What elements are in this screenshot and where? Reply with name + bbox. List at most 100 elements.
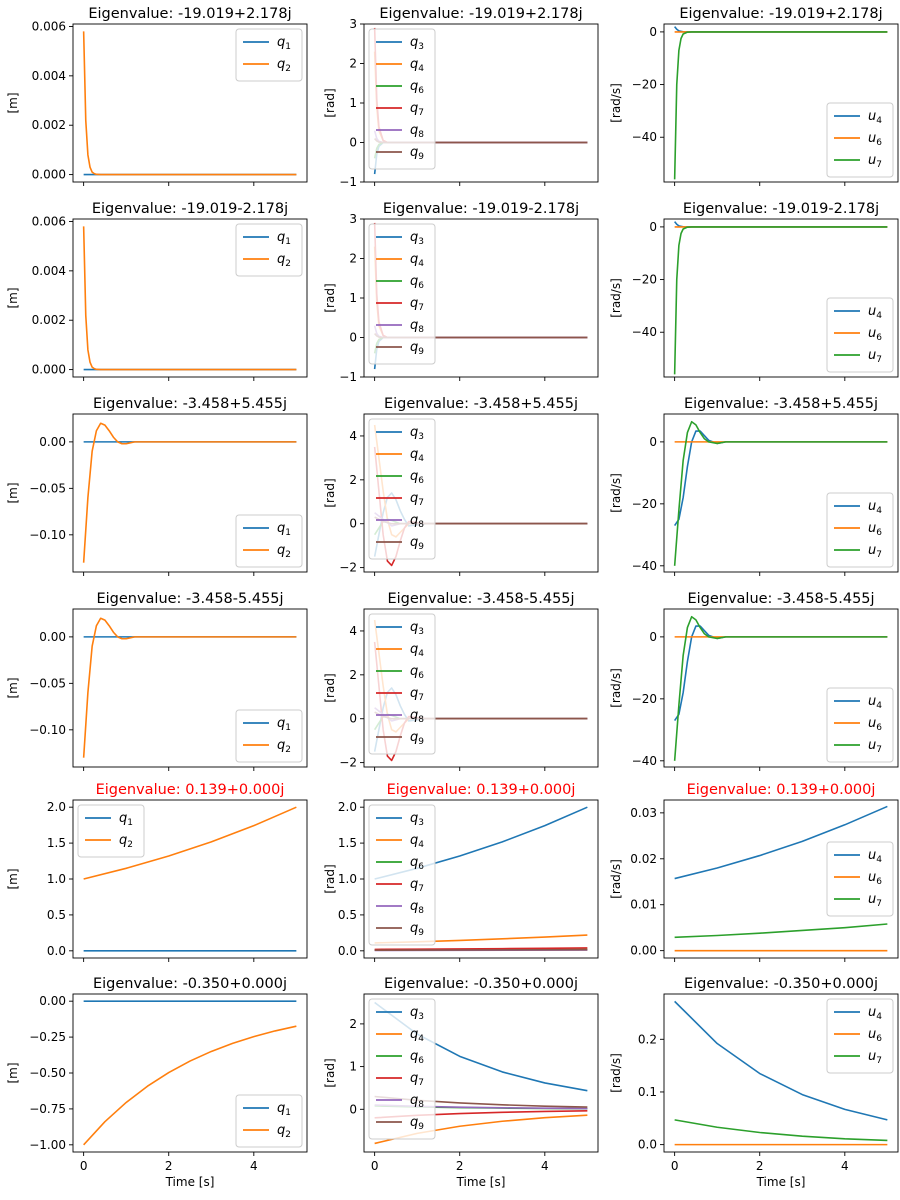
subplot-r4-c2: Eigenvalue: -3.458-5.455j−2024[rad]q3q4q… [323,591,599,771]
legend-symbol: q [410,447,418,462]
legend-label: q1 [277,716,291,733]
legend-symbol: q [410,1049,418,1064]
legend-symbol: q [410,1005,418,1020]
legend-symbol: q [410,686,418,701]
legend-symbol: q [410,274,418,289]
legend-subscript: 7 [418,1078,424,1088]
legend-subscript: 8 [418,130,424,140]
legend-box [826,492,894,568]
y-tick-label: 0.002 [32,118,66,132]
subplot-title: Eigenvalue: -3.458+5.455j [684,396,878,412]
legend-subscript: 8 [418,1100,424,1110]
legend-subscript: 7 [876,160,882,170]
legend-box [826,998,894,1074]
y-axis-label: [rad/s] [609,1053,623,1093]
subplot-r6-c2: Eigenvalue: -0.350+0.000j 0 1 2 0 2 4 Time [s] [… [323,976,599,1189]
legend-subscript: 6 [418,281,424,291]
y-tick-label: −20 [632,78,657,92]
y-tick-label: 0.2 [638,1032,657,1046]
legend-symbol: u [868,543,876,558]
subplot-r5-c3: Eigenvalue: 0.139+0.000j 0.00 0.01 0.02 0.03… [609,782,899,962]
y-tick-label: 0.000 [32,363,66,377]
legend-subscript: 1 [285,528,291,538]
legend-label: u7 [868,892,882,909]
series-group [82,617,297,758]
legend-subscript: 3 [418,432,424,442]
subplot-title: Eigenvalue: -3.458-5.455j [96,591,283,607]
y-tick-label: 2 [349,252,357,266]
legend-subscript: 2 [285,1130,291,1140]
legend-symbol: q [277,57,285,72]
legend-symbol: u [868,892,876,907]
legend-label: q4 [410,252,424,269]
subplot-r5-c1: Eigenvalue: 0.139+0.000j 0.0 0.5 1.0 1.5 2.0 [… [6,782,308,962]
subplot-r6-c3: Eigenvalue: -0.350+0.000j 0.0 0.1 0.2 0 2 4 Tim… [609,976,899,1189]
legend-subscript: 2 [285,259,291,269]
series-line-q9 [374,948,588,952]
legend-symbol: q [277,543,285,558]
legend-symbol: u [868,499,876,514]
legend-symbol: q [410,1027,418,1042]
legend-label: q3 [410,425,424,442]
y-tick-label: 0 [349,712,357,726]
y-axis-label: [rad/s] [609,859,623,899]
y-axis-label: [rad] [323,1058,337,1087]
subplot-title: Eigenvalue: -0.350+0.000j [93,976,287,992]
legend-box [235,28,303,82]
legend-box [826,687,894,763]
legend-symbol: q [410,318,418,333]
legend-subscript: 7 [876,1056,882,1066]
legend-label: u6 [868,1027,882,1044]
y-tick-label: −0.10 [29,723,66,737]
subplot-r3-c2: Eigenvalue: -3.458+5.455j−2024[rad]q3q4q… [323,396,599,576]
x-axis-label: Time [s] [165,1175,215,1189]
y-tick-label: −20 [632,273,657,287]
legend-label: u7 [868,348,882,365]
subplot-r1-c3: Eigenvalue: -19.019+2.178j −40 −20 0 [rad/s]… [609,6,899,186]
legend-subscript: 1 [285,42,291,52]
legend-label: q9 [410,1115,424,1132]
legend-label: q6 [410,469,424,486]
legend-subscript: 7 [418,108,424,118]
legend-subscript: 4 [418,259,424,269]
legend-label: u6 [868,870,882,887]
y-tick-label: 2.0 [47,800,66,814]
subplot-r6-c1: Eigenvalue: -0.350+0.000j −1.00 −0.75 −0.50… [6,976,308,1189]
legend-label: q4 [410,833,424,850]
legend-label: u7 [868,543,882,560]
y-tick-label: 0.00 [39,994,66,1008]
series-line-u7 [674,1119,888,1142]
series-group [674,1000,888,1146]
legend-subscript: 1 [285,1108,291,1118]
legend-label: u4 [868,109,882,126]
legend-symbol: q [277,738,285,753]
y-tick-label: 0.01 [630,898,657,912]
axes-frame [72,608,308,768]
subplot-title: Eigenvalue: -19.019+2.178j [88,6,291,22]
legend-label: q1 [277,1101,291,1118]
legend-label: q2 [277,543,291,560]
legend-label: u4 [868,499,882,516]
y-tick-label: 0.006 [32,214,66,228]
series-line-u7 [673,31,888,180]
legend-symbol: u [868,1005,876,1020]
series-group [83,1000,297,1146]
x-tick-label: 4 [250,1159,258,1173]
legend-symbol: q [277,1101,285,1116]
legend-symbol: q [410,101,418,116]
legend-symbol: q [277,35,285,50]
legend-symbol: q [410,340,418,355]
y-axis-label: [m] [6,287,20,308]
legend-subscript: 6 [418,476,424,486]
legend-subscript: 4 [418,454,424,464]
series-line-u4 [674,1000,888,1121]
y-tick-label: −40 [632,130,657,144]
y-axis-label: [rad] [323,673,337,702]
legend-label: u6 [868,131,882,148]
legend-subscript: 6 [418,1056,424,1066]
legend-symbol: u [868,694,876,709]
